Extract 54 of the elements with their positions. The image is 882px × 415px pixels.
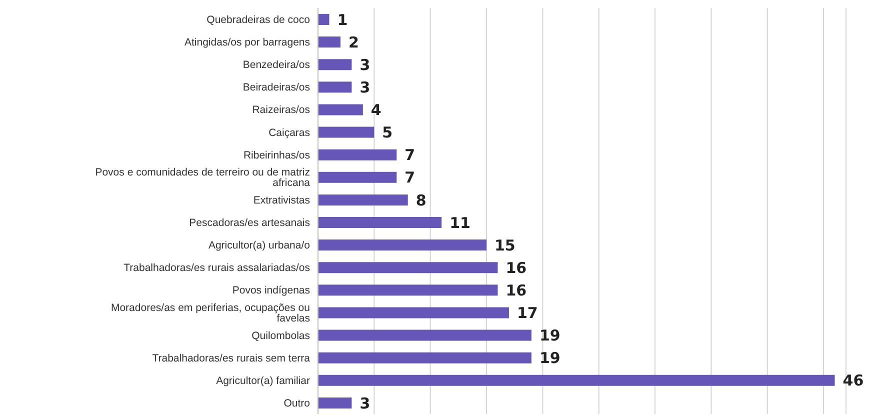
data-label: 11 [450, 214, 470, 232]
bar [318, 82, 352, 93]
y-tick-label: Benzedeira/os [242, 59, 310, 72]
bar [318, 126, 374, 138]
y-tick-label: Quebradeiras de coco [206, 14, 310, 26]
data-label: 1 [337, 10, 348, 29]
data-label: 7 [404, 168, 416, 187]
y-tick-label: Povos indígenas [232, 284, 310, 297]
data-label: 2 [348, 33, 359, 52]
bar [318, 194, 408, 206]
y-tick-label: Pescadoras/es artesanais [189, 217, 310, 230]
y-tick-label: Trabalhadoras/es rurais assalariadas/os [124, 262, 310, 274]
data-label: 8 [416, 191, 426, 210]
bar [318, 217, 442, 228]
y-tick-label: Beiradeiras/os [242, 82, 310, 94]
y-tick-label: Caiçaras [268, 126, 310, 139]
y-tick-label: Ribeirinhas/os [243, 149, 310, 162]
data-label: 46 [842, 372, 864, 390]
bar [318, 284, 498, 296]
y-tick-label: Povos e comunidades de terreiro ou de matriz africana [95, 166, 310, 190]
bar [318, 307, 509, 318]
y-tick-label: Atingidas/os por barragens [184, 36, 310, 49]
y-tick-label: Trabalhadoras/es rurais sem terra [152, 352, 310, 364]
y-tick-label: Moradores/as em periferias, ocupações ou favelas [110, 302, 310, 324]
data-label: 7 [404, 146, 416, 164]
bar [318, 240, 487, 251]
data-label: 3 [360, 78, 370, 96]
bar [318, 397, 352, 408]
data-label: 5 [382, 124, 393, 142]
bar [318, 104, 363, 116]
y-tick-label: Outro [284, 397, 310, 410]
bar [318, 14, 330, 25]
data-label: 3 [360, 56, 370, 74]
data-label: 16 [506, 281, 527, 300]
bar [318, 59, 352, 70]
data-label: 17 [516, 304, 538, 322]
data-label: 4 [370, 101, 382, 120]
bar [318, 172, 397, 183]
y-tick-label: Extrativistas [253, 194, 310, 206]
bar [318, 374, 835, 386]
bar [318, 262, 498, 274]
data-label: 19 [539, 349, 560, 368]
bar [318, 36, 340, 48]
bar [318, 330, 532, 341]
y-tick-label: Raizeiras/os [252, 104, 310, 116]
data-label: 3 [360, 394, 370, 412]
bar [318, 352, 532, 364]
data-label: 15 [494, 236, 516, 254]
bar [318, 149, 397, 160]
data-label: 19 [539, 326, 560, 345]
y-tick-label: Quilombolas [252, 330, 310, 342]
y-tick-label: Agricultor(a) urbana/o [208, 240, 310, 252]
data-label: 16 [506, 258, 527, 277]
y-tick-label: Agricultor(a) familiar [216, 374, 310, 387]
